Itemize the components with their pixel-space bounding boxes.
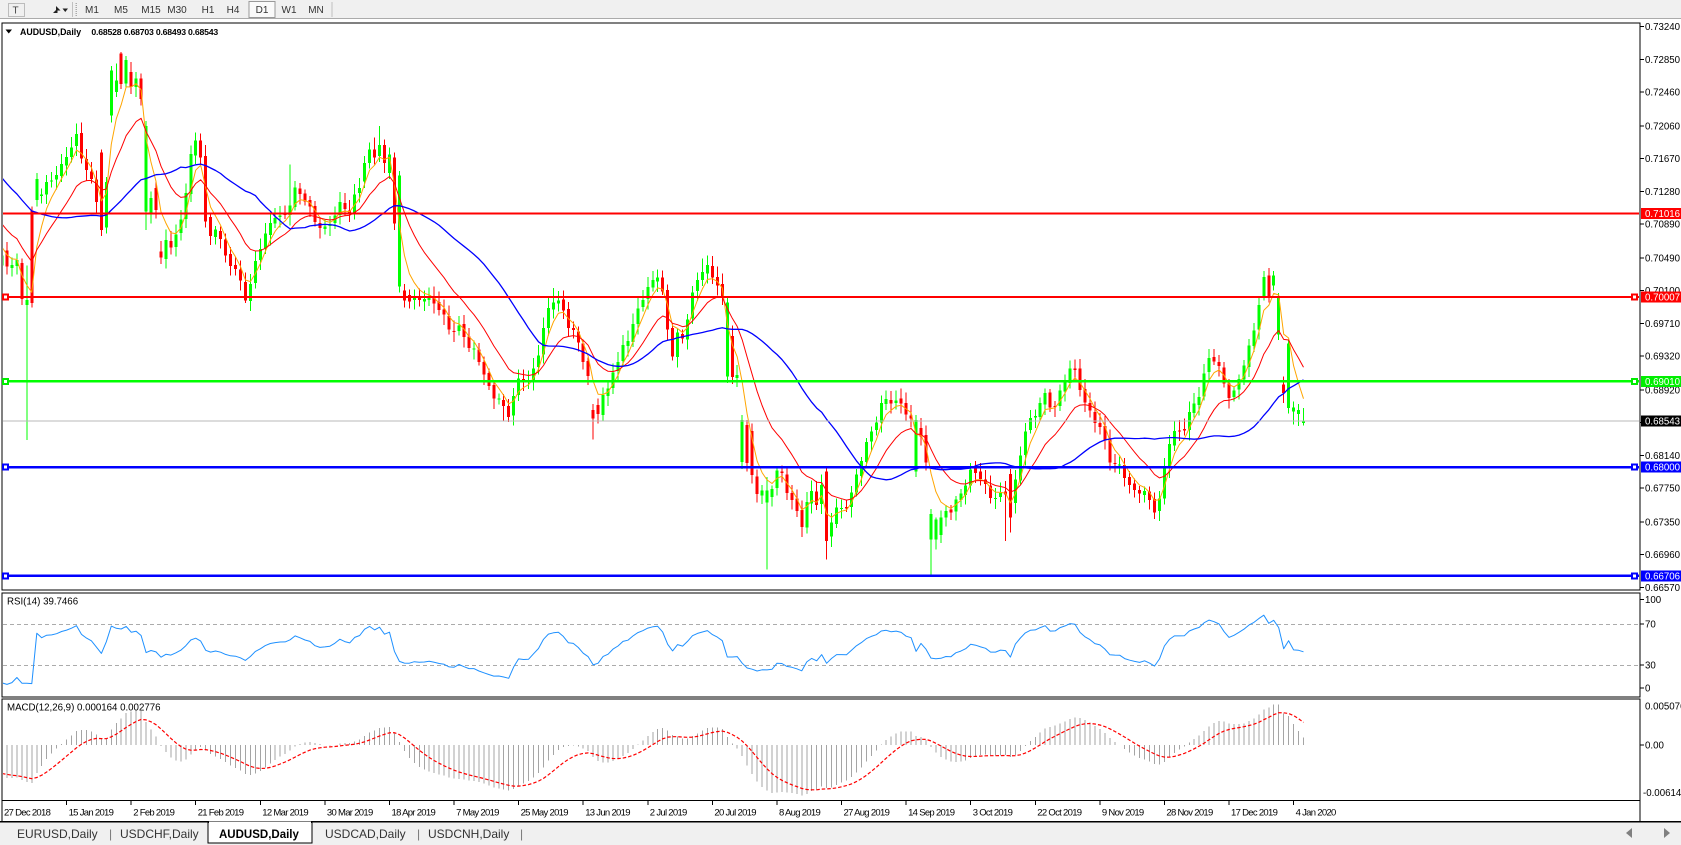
svg-text:M30: M30: [167, 5, 187, 16]
svg-text:12 Mar 2019: 12 Mar 2019: [262, 807, 308, 818]
svg-text:0.66570: 0.66570: [1645, 583, 1681, 594]
svg-text:3 Oct 2019: 3 Oct 2019: [973, 807, 1013, 818]
svg-text:0.71280: 0.71280: [1645, 187, 1681, 198]
svg-text:27 Dec 2018: 27 Dec 2018: [4, 807, 51, 818]
svg-text:0.67750: 0.67750: [1645, 484, 1681, 495]
svg-text:30: 30: [1645, 661, 1656, 672]
svg-text:0.72850: 0.72850: [1645, 55, 1681, 66]
svg-text:0.69010: 0.69010: [1645, 377, 1681, 388]
svg-text:0.69710: 0.69710: [1645, 319, 1681, 330]
svg-text:-0.006148: -0.006148: [1643, 788, 1681, 799]
svg-text:|: |: [520, 827, 523, 841]
svg-text:H4: H4: [227, 5, 240, 16]
svg-text:0.68920: 0.68920: [1645, 385, 1681, 396]
svg-text:USDCHF,Daily: USDCHF,Daily: [120, 827, 199, 841]
svg-text:0.70007: 0.70007: [1645, 293, 1680, 304]
svg-text:2 Feb 2019: 2 Feb 2019: [133, 807, 174, 818]
svg-text:9 Nov 2019: 9 Nov 2019: [1102, 807, 1144, 818]
svg-text:18 Apr 2019: 18 Apr 2019: [392, 807, 436, 818]
svg-text:0.67350: 0.67350: [1645, 517, 1681, 528]
svg-text:0.71016: 0.71016: [1645, 209, 1680, 220]
svg-text:27 Aug 2019: 27 Aug 2019: [844, 807, 890, 818]
svg-text:0.00: 0.00: [1645, 741, 1664, 752]
svg-text:USDCAD,Daily: USDCAD,Daily: [325, 827, 406, 841]
svg-text:M15: M15: [141, 5, 161, 16]
svg-text:0.005076: 0.005076: [1645, 702, 1681, 713]
svg-text:0.68140: 0.68140: [1645, 451, 1681, 462]
svg-text:AUDUSD,Daily: AUDUSD,Daily: [219, 829, 299, 841]
svg-text:MACD(12,26,9) 0.000164 0.00277: MACD(12,26,9) 0.000164 0.002776: [7, 703, 161, 714]
svg-text:0.70490: 0.70490: [1645, 253, 1681, 264]
svg-text:0.72060: 0.72060: [1645, 121, 1681, 132]
svg-text:0.72460: 0.72460: [1645, 88, 1681, 99]
svg-text:17 Dec 2019: 17 Dec 2019: [1231, 807, 1278, 818]
svg-text:2 Jul 2019: 2 Jul 2019: [650, 807, 687, 818]
svg-text:H1: H1: [202, 5, 215, 16]
svg-text:7 May 2019: 7 May 2019: [456, 807, 499, 818]
svg-text:0.66706: 0.66706: [1645, 571, 1680, 582]
svg-text:22 Oct 2019: 22 Oct 2019: [1037, 807, 1081, 818]
svg-text:AUDUSD,Daily: AUDUSD,Daily: [20, 27, 81, 37]
svg-text:28 Nov 2019: 28 Nov 2019: [1166, 807, 1213, 818]
svg-text:100: 100: [1645, 595, 1662, 606]
svg-text:0.69320: 0.69320: [1645, 352, 1681, 363]
svg-text:0.71670: 0.71670: [1645, 154, 1681, 165]
svg-text:15 Jan 2019: 15 Jan 2019: [69, 807, 114, 818]
svg-text:0.66960: 0.66960: [1645, 550, 1681, 561]
svg-text:RSI(14) 39.7466: RSI(14) 39.7466: [7, 597, 78, 608]
svg-text:D1: D1: [256, 5, 269, 16]
svg-text:MN: MN: [308, 5, 324, 16]
svg-text:0.73240: 0.73240: [1645, 22, 1681, 33]
svg-text:70: 70: [1645, 619, 1656, 630]
svg-text:13 Jun 2019: 13 Jun 2019: [585, 807, 630, 818]
svg-text:USDCNH,Daily: USDCNH,Daily: [428, 827, 509, 841]
svg-text:T: T: [13, 6, 19, 17]
svg-text:M5: M5: [114, 5, 128, 16]
svg-text:0.68528 0.68703 0.68493 0.6854: 0.68528 0.68703 0.68493 0.68543: [91, 27, 218, 37]
svg-text:0.68543: 0.68543: [1645, 417, 1680, 428]
svg-text:EURUSD,Daily: EURUSD,Daily: [17, 827, 98, 841]
svg-text:|: |: [109, 827, 112, 841]
svg-text:30 Mar 2019: 30 Mar 2019: [327, 807, 373, 818]
svg-text:4 Jan 2020: 4 Jan 2020: [1296, 807, 1336, 818]
svg-text:0: 0: [1645, 684, 1651, 695]
svg-text:|: |: [417, 827, 420, 841]
svg-text:14 Sep 2019: 14 Sep 2019: [908, 807, 955, 818]
svg-text:8 Aug 2019: 8 Aug 2019: [779, 807, 820, 818]
svg-text:0.70890: 0.70890: [1645, 220, 1681, 231]
svg-text:0.68000: 0.68000: [1645, 463, 1681, 474]
svg-text:W1: W1: [282, 5, 297, 16]
svg-text:M1: M1: [85, 5, 99, 16]
svg-text:20 Jul 2019: 20 Jul 2019: [714, 807, 756, 818]
svg-text:25 May 2019: 25 May 2019: [521, 807, 569, 818]
svg-text:21 Feb 2019: 21 Feb 2019: [198, 807, 244, 818]
